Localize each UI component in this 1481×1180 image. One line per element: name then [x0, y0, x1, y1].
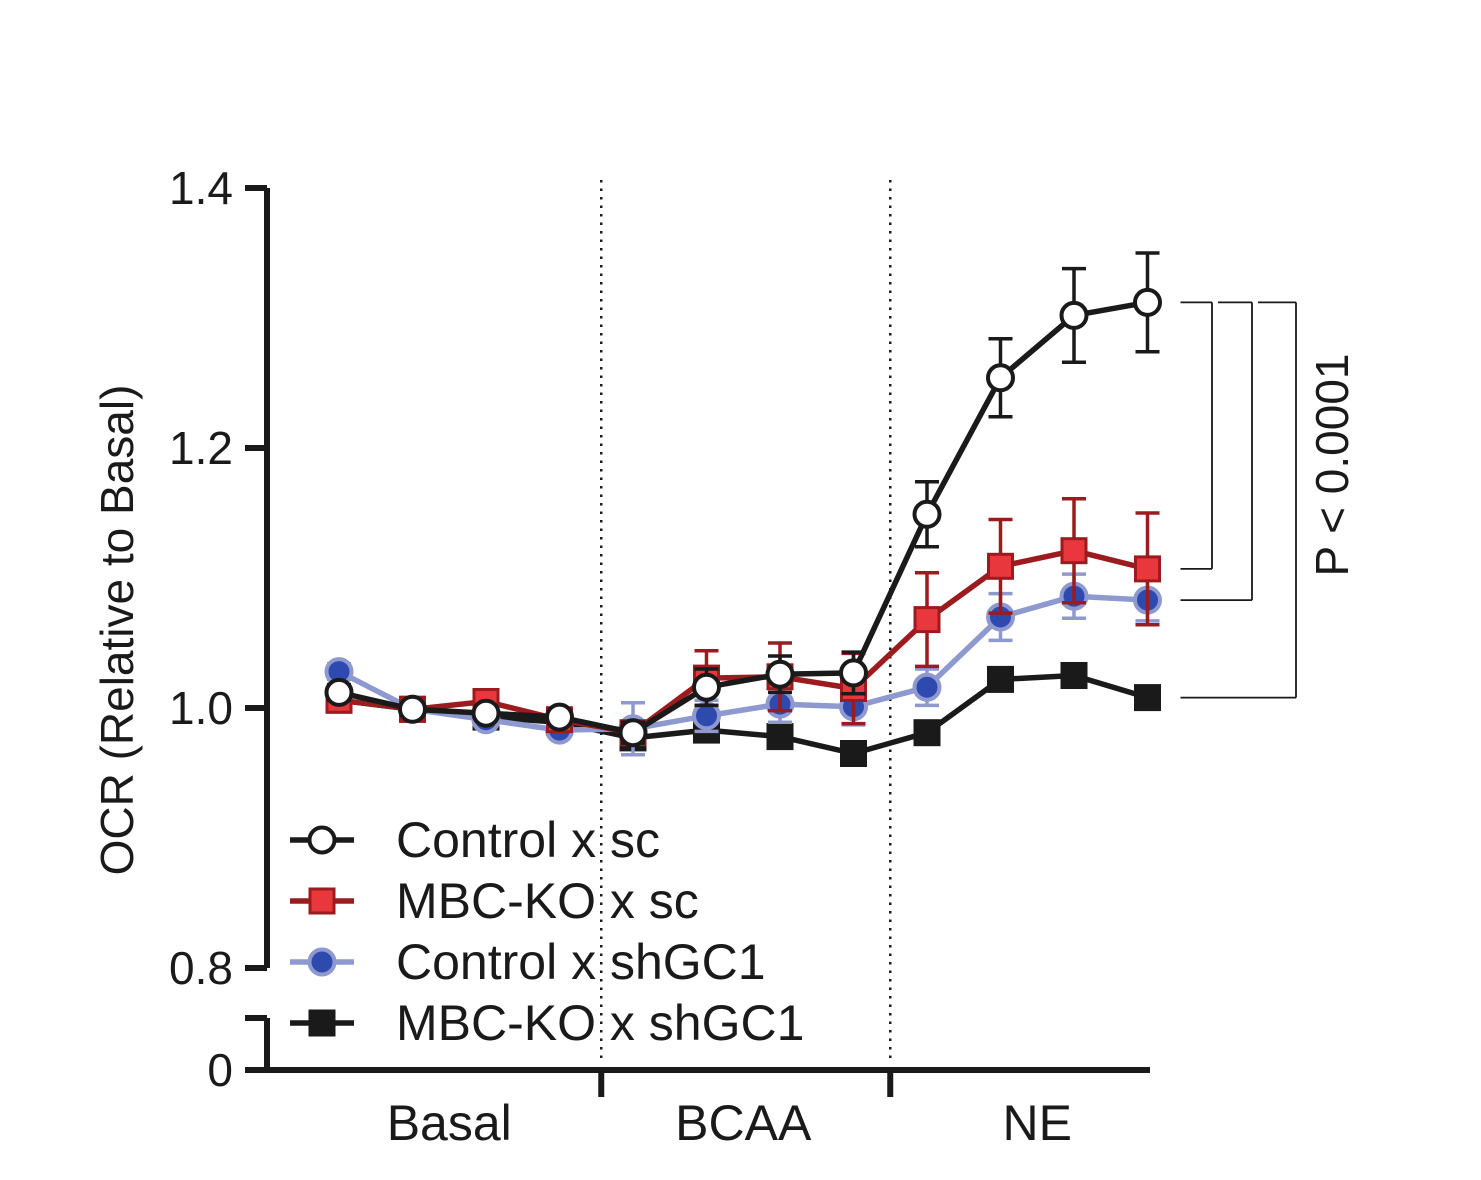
data-point: [324, 677, 354, 707]
data-point: [766, 723, 794, 751]
data-point: [308, 887, 336, 915]
data-point: [987, 552, 1014, 580]
data-point: [618, 718, 648, 748]
significance-bracket: [1180, 301, 1213, 570]
y-tick-label: 0: [207, 1044, 233, 1096]
data-point: [398, 694, 427, 724]
y-tick-label: 1.0: [169, 682, 233, 734]
data-point: [1133, 287, 1162, 317]
legend-item: Control x shGC1: [290, 934, 766, 990]
data-point: [692, 672, 721, 702]
data-point: [1060, 662, 1088, 689]
data-point: [765, 659, 795, 689]
y-axis-label: OCR (Relative to Basal): [91, 385, 143, 876]
data-point: [471, 698, 501, 728]
data-point: [912, 672, 942, 702]
legend-label: MBC-KO x shGC1: [396, 995, 804, 1051]
series-line: [338, 547, 1149, 736]
data-point: [307, 825, 337, 855]
y-tick-label: 1.4: [169, 162, 233, 214]
data-point: [545, 702, 574, 732]
data-point: [840, 740, 867, 767]
legend-label: Control x sc: [396, 812, 660, 868]
data-point: [1134, 684, 1161, 712]
data-point: [839, 658, 868, 688]
legend-label: MBC-KO x sc: [396, 873, 699, 929]
x-category-label: BCAA: [675, 1095, 812, 1151]
p-value-annotation: P < 0.0001: [1306, 354, 1358, 577]
significance-bracket: [1180, 301, 1297, 699]
y-tick-label: 1.2: [169, 422, 233, 474]
data-point: [1059, 300, 1089, 330]
data-point: [987, 665, 1014, 693]
legend-item: MBC-KO x sc: [290, 873, 699, 929]
data-point: [913, 719, 941, 747]
data-point: [1060, 537, 1088, 565]
series-line: [338, 299, 1148, 736]
legend-item: MBC-KO x shGC1: [290, 995, 804, 1051]
legend-label: Control x shGC1: [396, 934, 766, 990]
data-point: [986, 363, 1015, 393]
x-category-label: Basal: [387, 1095, 512, 1151]
data-point: [307, 947, 337, 977]
legend-item: Control x sc: [290, 812, 660, 868]
series-control-x-sc: [324, 251, 1162, 748]
significance-bracket: [1180, 301, 1253, 601]
data-point: [1134, 555, 1161, 583]
y-tick-label: 0.8: [169, 942, 233, 994]
data-point: [308, 1009, 336, 1037]
x-category-label: NE: [1003, 1095, 1072, 1151]
data-point: [913, 606, 941, 634]
data-point: [912, 499, 942, 529]
series-control-x-shgc1: [324, 572, 1162, 757]
